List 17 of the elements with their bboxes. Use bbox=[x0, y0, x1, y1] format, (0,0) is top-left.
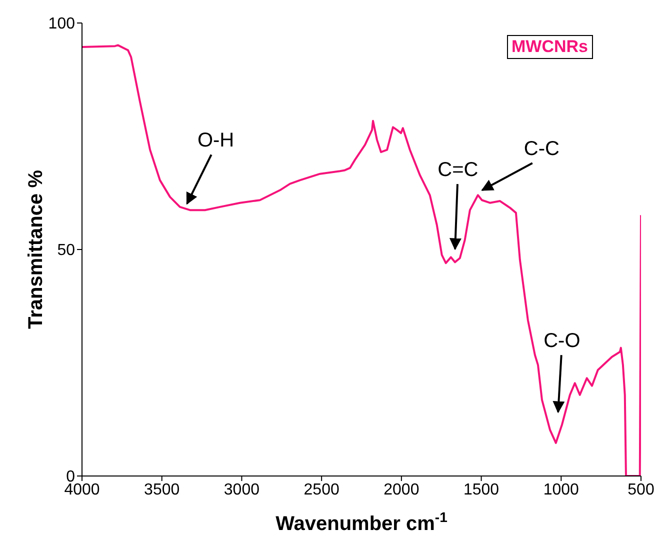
annotation: O-H bbox=[197, 130, 234, 152]
x-tick-label: 1500 bbox=[463, 481, 500, 498]
x-tick-label: 2000 bbox=[384, 481, 420, 498]
x-axis-title: Wavenumber cm$^{-1}$ bbox=[276, 509, 448, 535]
y-tick-label: 100 bbox=[48, 16, 76, 33]
annotation: C-O bbox=[544, 330, 580, 352]
x-tick-label: 3500 bbox=[144, 481, 180, 498]
text: MWCNRs bbox=[512, 37, 588, 56]
annotation: C=C bbox=[438, 159, 478, 182]
x-tick-label: 500 bbox=[628, 481, 654, 498]
y-tick-label: 50 bbox=[57, 242, 76, 260]
x-tick-label: 3000 bbox=[224, 481, 260, 498]
y-axis-title: Transmittance % bbox=[25, 170, 47, 329]
x-tick-label: 4000 bbox=[64, 481, 100, 498]
x-tick-label: 1000 bbox=[543, 481, 580, 498]
x-tick-label: 2500 bbox=[304, 481, 340, 498]
annotation: C-C bbox=[524, 138, 560, 160]
